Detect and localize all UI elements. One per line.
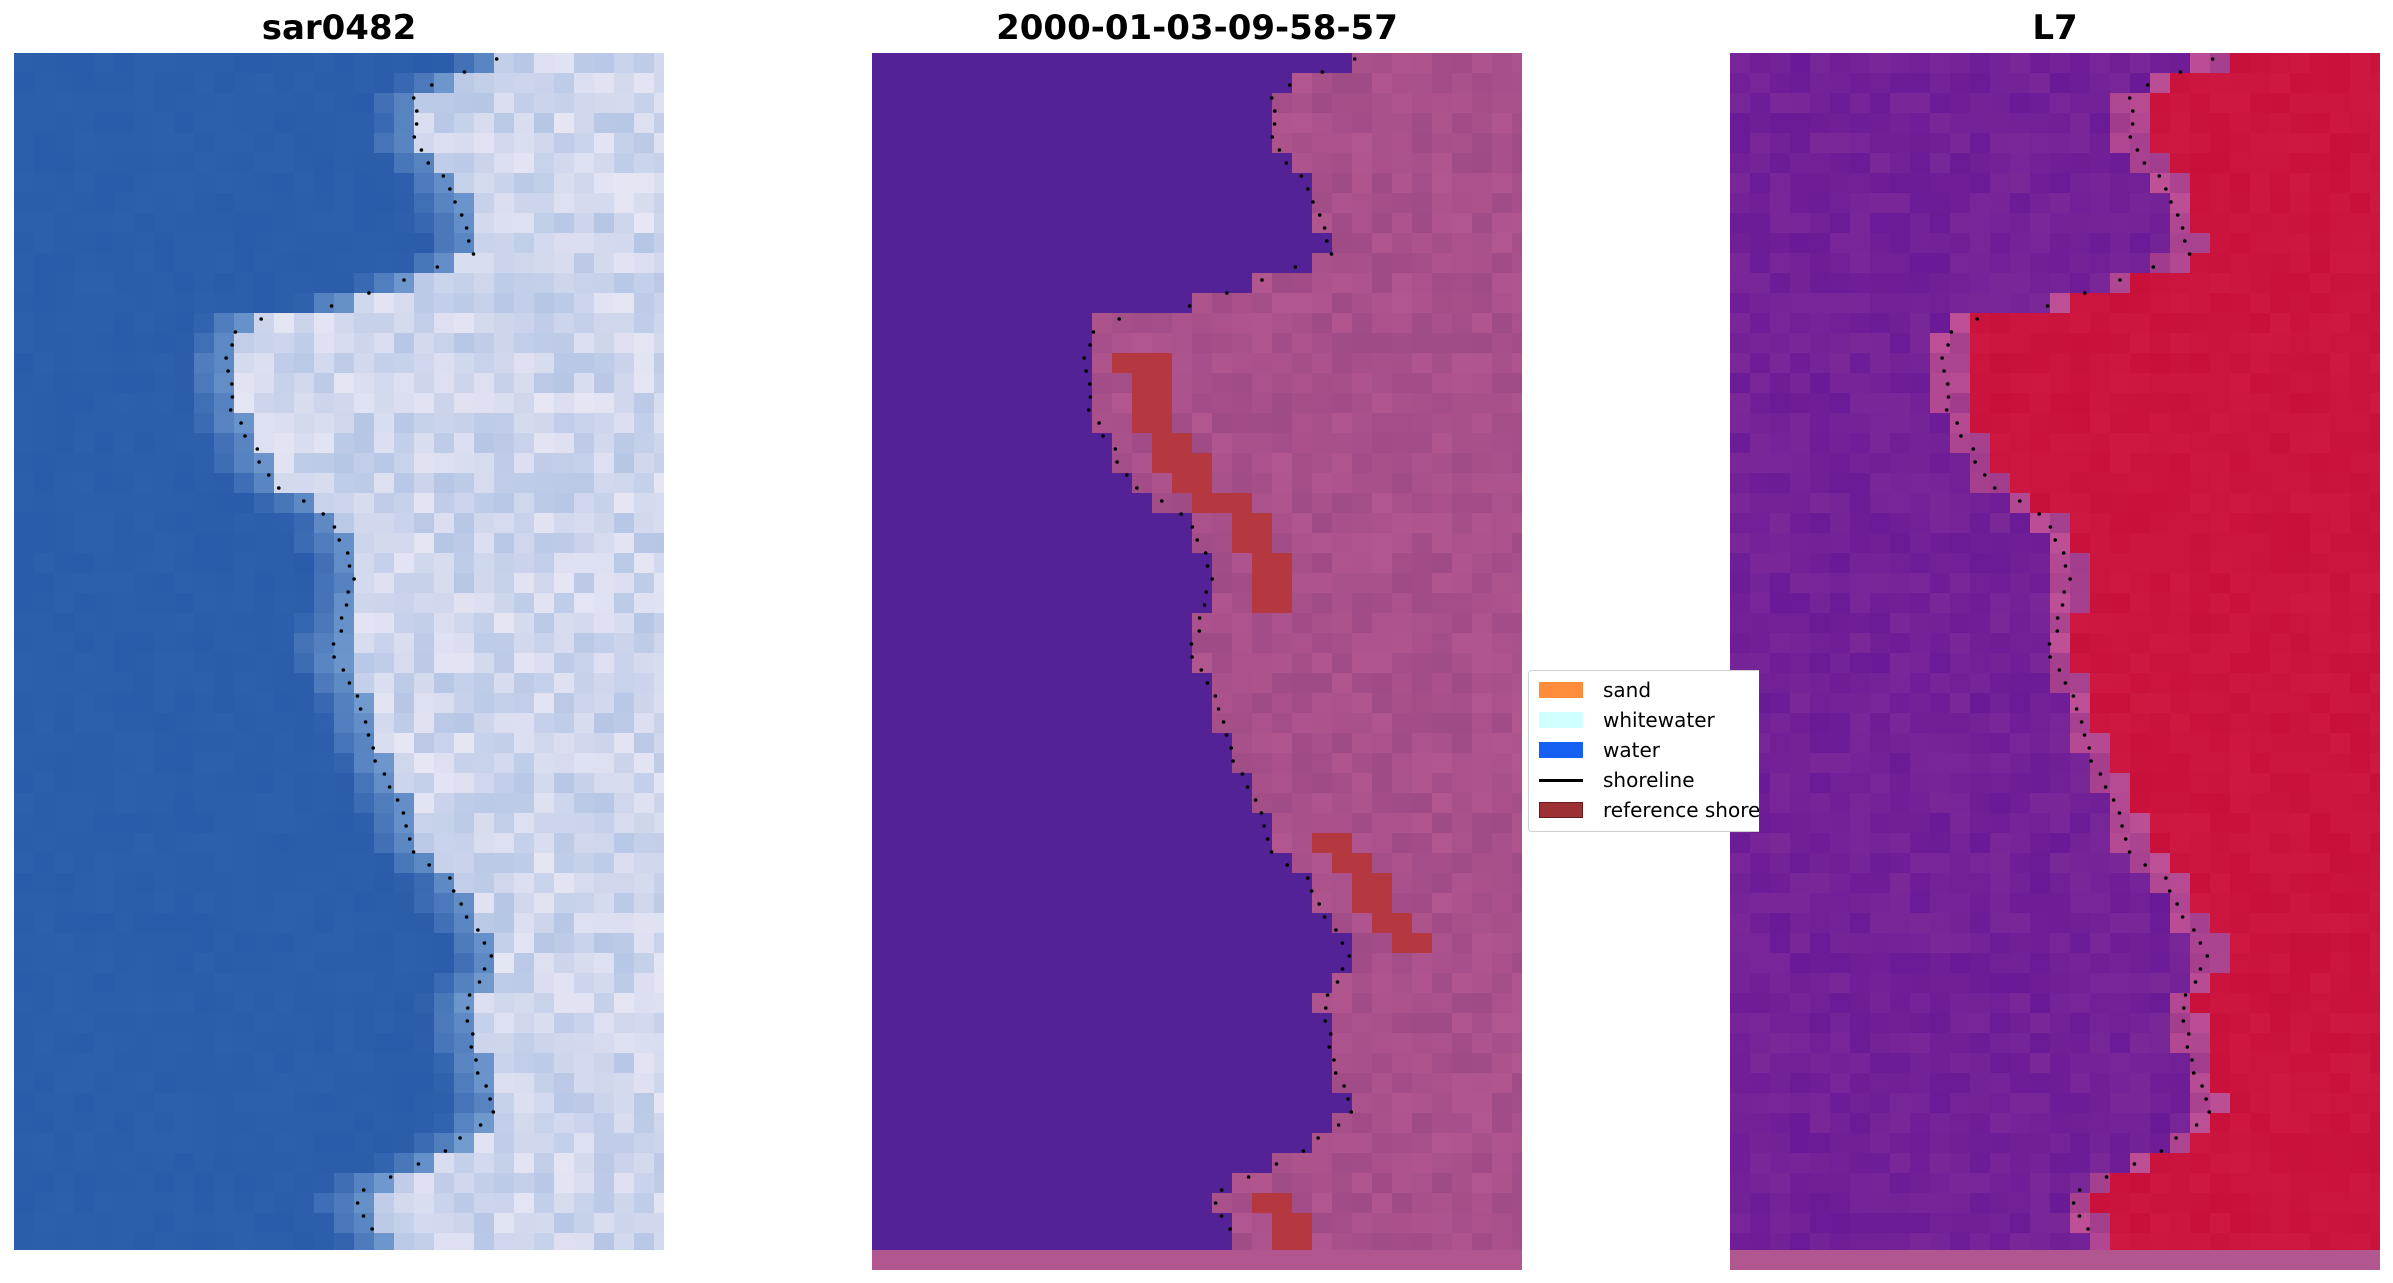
- legend-item-reference-shoreline: reference shoreline: [1539, 795, 1759, 825]
- mndwi-raster: [1730, 53, 2380, 1250]
- legend-item-whitewater: whitewater: [1539, 705, 1715, 735]
- shoreline-dots: [1082, 57, 1357, 1231]
- image-bottom-strip: [1730, 1250, 2380, 1270]
- legend-item-shoreline: shoreline: [1539, 765, 1695, 795]
- legend-item-sand: sand: [1539, 675, 1651, 705]
- image-bottom-strip: [872, 1250, 1522, 1270]
- legend-label: sand: [1603, 678, 1652, 702]
- shoreline-dots: [224, 57, 499, 1231]
- classified-image-panel: [872, 53, 1522, 1270]
- shoreline-dots: [1940, 57, 2215, 1231]
- legend-label: water: [1603, 738, 1660, 762]
- shoreline-line-sample: [1539, 778, 1583, 782]
- whitewater-swatch: [1539, 712, 1583, 728]
- mndwi-image-panel: [1730, 53, 2380, 1270]
- mndwi-image: [1730, 53, 2380, 1270]
- panel-title-mndwi: L7: [2032, 8, 2078, 48]
- panel-title-classified: 2000-01-03-09-58-57: [996, 8, 1398, 48]
- classified-image: [872, 53, 1522, 1270]
- legend: sand whitewater water shoreline referenc…: [1528, 670, 1759, 832]
- classified-raster: [872, 53, 1522, 1250]
- legend-label: reference shoreline: [1603, 798, 1759, 822]
- panel-title-rgb: sar0482: [261, 8, 417, 48]
- legend-item-water: water: [1539, 735, 1660, 765]
- water-swatch: [1539, 742, 1583, 758]
- reference-shoreline-swatch: [1539, 802, 1583, 818]
- rgb-image-panel: [14, 53, 664, 1270]
- image-bottom-strip: [14, 1250, 664, 1270]
- legend-label: shoreline: [1603, 768, 1695, 792]
- legend-label: whitewater: [1603, 708, 1715, 732]
- rgb-satellite-image: [14, 53, 664, 1270]
- rgb-raster: [14, 53, 664, 1250]
- sand-swatch: [1539, 682, 1583, 698]
